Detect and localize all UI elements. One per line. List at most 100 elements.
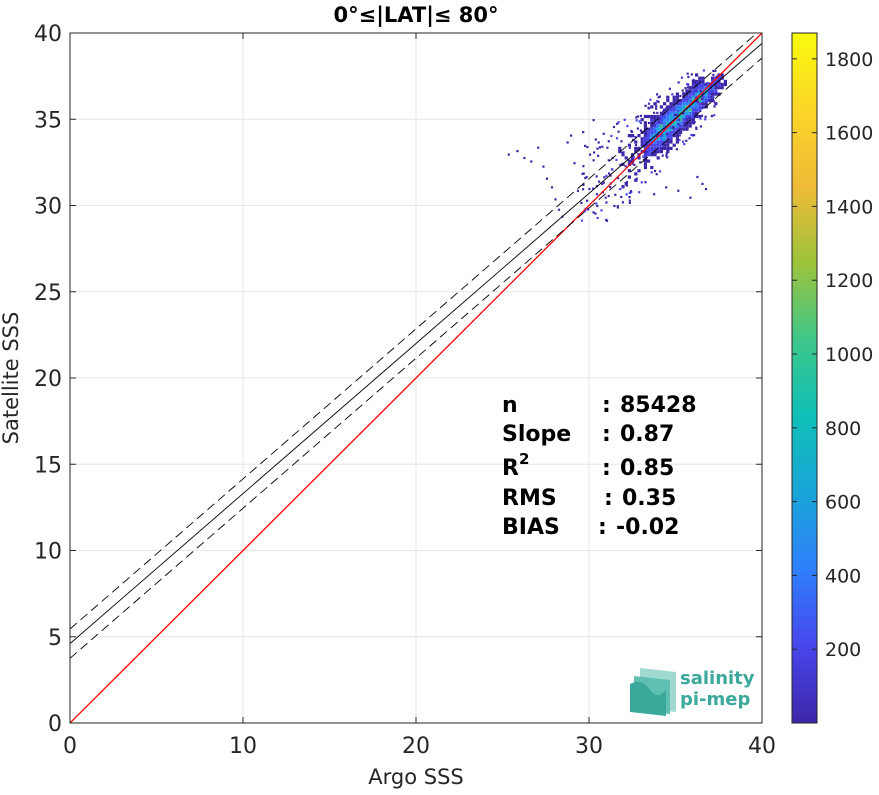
density-point bbox=[609, 174, 612, 177]
density-point bbox=[615, 158, 618, 161]
density-cell bbox=[679, 105, 683, 109]
density-point bbox=[653, 123, 656, 127]
density-cell bbox=[679, 108, 683, 112]
density-point bbox=[704, 115, 707, 118]
density-point bbox=[592, 211, 595, 214]
density-cell bbox=[675, 92, 679, 96]
density-point bbox=[616, 177, 620, 180]
density-cell bbox=[637, 169, 641, 173]
density-cell bbox=[653, 140, 657, 144]
density-point bbox=[649, 98, 652, 101]
density-point bbox=[678, 118, 681, 121]
density-cell bbox=[691, 102, 695, 106]
density-cell bbox=[650, 165, 654, 170]
density-cell bbox=[656, 137, 660, 141]
density-cell bbox=[688, 114, 692, 119]
density-cell bbox=[679, 121, 683, 125]
density-cell bbox=[663, 134, 667, 138]
density-cell bbox=[679, 124, 683, 128]
density-cell bbox=[675, 121, 679, 125]
stat-value: 0.35 bbox=[622, 486, 676, 511]
density-cell bbox=[672, 124, 676, 128]
density-point bbox=[628, 191, 631, 194]
density-cell bbox=[666, 140, 670, 144]
density-cell bbox=[682, 118, 686, 122]
density-cell bbox=[627, 143, 631, 147]
density-point bbox=[693, 120, 696, 124]
density-cell bbox=[650, 121, 654, 125]
density-cell bbox=[659, 114, 663, 119]
density-point bbox=[609, 186, 612, 189]
density-cell bbox=[714, 86, 718, 90]
density-point bbox=[581, 172, 584, 175]
density-cell bbox=[698, 102, 702, 106]
density-point bbox=[678, 130, 681, 133]
stat-label-superscript: 2 bbox=[519, 450, 529, 468]
density-point bbox=[661, 154, 664, 157]
density-cell bbox=[669, 102, 673, 106]
density-cell bbox=[675, 124, 679, 128]
density-point bbox=[628, 199, 631, 202]
density-point bbox=[598, 180, 601, 183]
density-cell bbox=[663, 143, 667, 147]
density-point bbox=[582, 183, 585, 186]
density-cell bbox=[663, 114, 667, 119]
density-cell bbox=[653, 118, 657, 122]
density-cell bbox=[647, 130, 651, 134]
density-cell bbox=[675, 111, 679, 115]
density-point bbox=[681, 140, 685, 143]
density-point bbox=[593, 151, 596, 154]
density-point bbox=[646, 159, 649, 162]
density-cell bbox=[637, 153, 641, 157]
density-cell bbox=[656, 143, 660, 147]
density-cell bbox=[627, 159, 631, 163]
density-cell bbox=[650, 146, 654, 150]
density-cell bbox=[653, 143, 657, 147]
density-point bbox=[582, 131, 585, 134]
density-cell bbox=[650, 134, 654, 138]
density-cell bbox=[647, 159, 651, 163]
density-point bbox=[635, 177, 638, 180]
x-tick-label: 10 bbox=[229, 734, 257, 759]
density-cell bbox=[643, 156, 647, 160]
density-point bbox=[625, 184, 628, 187]
density-point bbox=[537, 146, 540, 149]
density-point bbox=[690, 73, 693, 76]
density-cell bbox=[695, 105, 699, 109]
density-cell bbox=[669, 134, 673, 138]
density-point bbox=[610, 168, 613, 171]
density-cell bbox=[704, 98, 708, 103]
colorbar-tick-label: 800 bbox=[825, 418, 861, 440]
density-cell bbox=[659, 137, 663, 141]
density-point bbox=[699, 89, 702, 92]
density-cell bbox=[717, 92, 721, 96]
density-cell bbox=[672, 102, 676, 106]
density-point bbox=[650, 171, 653, 174]
density-cell bbox=[666, 114, 670, 119]
x-tick-label: 0 bbox=[63, 734, 77, 759]
density-cell bbox=[666, 111, 670, 115]
density-point bbox=[644, 154, 647, 157]
density-point bbox=[554, 198, 557, 201]
density-point bbox=[602, 132, 605, 135]
density-point bbox=[592, 159, 595, 162]
density-point bbox=[601, 145, 604, 148]
density-point bbox=[616, 122, 619, 125]
density-point bbox=[628, 201, 631, 204]
stat-label: BIAS bbox=[502, 515, 560, 540]
density-cell bbox=[634, 150, 638, 154]
density-point bbox=[692, 78, 695, 81]
density-cell bbox=[666, 146, 670, 150]
density-cell bbox=[682, 121, 686, 125]
y-tick-label: 30 bbox=[34, 195, 62, 220]
density-point bbox=[653, 169, 657, 173]
density-point bbox=[678, 134, 681, 137]
x-axis-label: Argo SSS bbox=[368, 765, 463, 789]
density-cell bbox=[688, 95, 692, 99]
density-cell bbox=[666, 98, 670, 103]
density-point bbox=[688, 116, 691, 119]
density-point bbox=[617, 130, 620, 133]
density-cell bbox=[669, 114, 673, 119]
density-cell bbox=[669, 105, 673, 109]
colorbar-tick-label: 400 bbox=[825, 565, 861, 587]
